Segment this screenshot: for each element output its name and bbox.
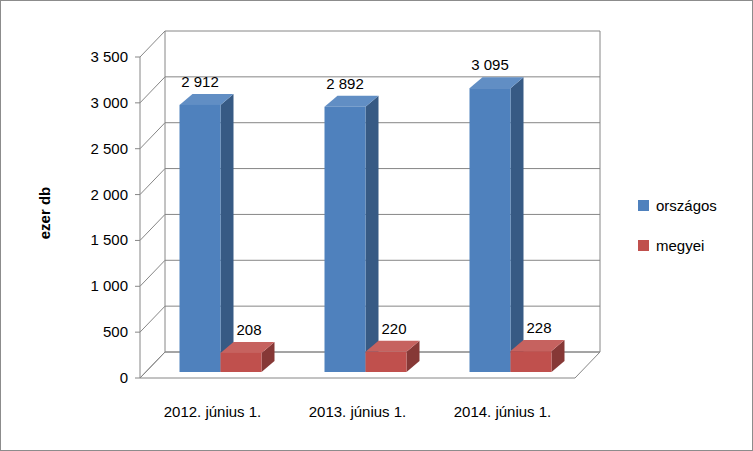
bar — [180, 94, 234, 372]
bar-front — [470, 88, 511, 372]
legend-label: országos — [656, 197, 717, 214]
legend-label: megyei — [656, 237, 704, 254]
grid-line-side — [140, 31, 165, 57]
back-wall-edge — [165, 31, 166, 352]
chart-border — [1, 1, 753, 451]
bar-top — [221, 342, 275, 353]
y-tick-label: 0 — [120, 369, 128, 386]
bar-top — [366, 341, 420, 352]
bar-top — [180, 94, 234, 105]
data-label: 2 912 — [181, 73, 219, 90]
bar-front — [366, 352, 407, 372]
y-tick — [135, 194, 140, 195]
legend: országos megyei — [638, 197, 717, 254]
bar-top — [470, 77, 524, 88]
bar — [470, 77, 524, 372]
data-label: 2 892 — [326, 75, 364, 92]
bar-side — [511, 77, 524, 372]
bar — [221, 342, 275, 372]
bar-front — [180, 105, 221, 372]
bar-top — [325, 96, 379, 107]
y-tick-label: 1 500 — [90, 231, 128, 248]
data-labels: 2 912 208 2 892 220 3 095 228 — [181, 56, 551, 338]
bar — [511, 340, 565, 372]
bar-side — [221, 94, 234, 372]
y-tick — [135, 286, 140, 287]
grid-line-side — [140, 214, 165, 240]
y-tick-label: 3 500 — [90, 48, 128, 65]
x-tick-label: 2012. június 1. — [164, 403, 262, 420]
y-axis-line — [140, 57, 141, 378]
legend-swatch — [638, 240, 649, 251]
data-label: 228 — [526, 319, 551, 336]
y-tick-label: 2 500 — [90, 140, 128, 157]
y-tick-label: 2 000 — [90, 186, 128, 203]
data-label: 220 — [381, 320, 406, 337]
x-tick-label: 2013. június 1. — [309, 403, 407, 420]
y-tick-label: 500 — [103, 323, 128, 340]
y-tick — [135, 57, 140, 58]
grid-line-side — [140, 260, 165, 286]
y-tick — [135, 332, 140, 333]
data-label: 208 — [236, 321, 261, 338]
bar — [325, 96, 379, 372]
data-label: 3 095 — [471, 56, 509, 73]
bar-side — [366, 96, 379, 372]
bar-front — [511, 351, 552, 372]
x-tick-label: 2014. június 1. — [454, 403, 552, 420]
bar-front — [325, 107, 366, 372]
y-tick-label: 1 000 — [90, 277, 128, 294]
bar — [366, 341, 420, 372]
grid-line — [165, 76, 600, 77]
chart: 0 500 1 000 1 500 2 000 2 500 3 000 3 500 ezer d… — [0, 0, 753, 451]
y-tick-label: 3 000 — [90, 94, 128, 111]
grid-line-side — [140, 169, 165, 195]
legend-swatch — [638, 200, 649, 211]
y-tick — [135, 102, 140, 103]
grid-line-side — [140, 77, 165, 103]
bars — [180, 77, 565, 372]
grid-line — [165, 31, 600, 32]
bar-top — [511, 340, 565, 351]
y-axis-label: ezer db — [36, 187, 53, 240]
y-tick — [135, 240, 140, 241]
back-wall-edge — [600, 31, 601, 352]
y-tick — [135, 148, 140, 149]
grid-line-side — [140, 306, 165, 332]
grid-line-side — [140, 123, 165, 149]
grid-line-side — [140, 352, 165, 378]
y-tick — [135, 378, 140, 379]
bar-front — [221, 353, 262, 372]
